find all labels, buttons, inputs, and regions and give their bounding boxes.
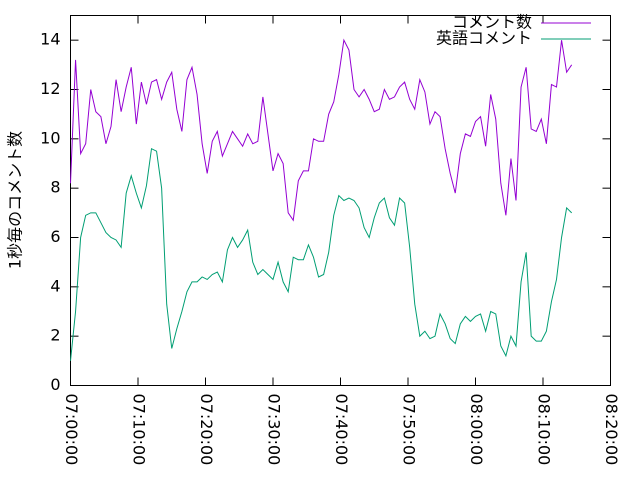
legend-label: 英語コメント xyxy=(436,29,532,48)
x-tick-label: 07:40:00 xyxy=(332,394,351,466)
x-tick-label: 07:20:00 xyxy=(197,394,216,466)
x-tick-label: 08:10:00 xyxy=(535,394,554,466)
y-tick-label: 0 xyxy=(50,375,60,394)
legend-label: コメント数 xyxy=(452,13,532,32)
series-line xyxy=(70,38,573,222)
x-tick-label: 08:20:00 xyxy=(602,394,621,466)
series-line xyxy=(70,147,573,361)
y-tick-label: 4 xyxy=(50,276,60,295)
x-tick-label: 07:10:00 xyxy=(130,394,149,466)
y-tick-label: 6 xyxy=(50,227,60,246)
x-tick-label: 07:50:00 xyxy=(400,394,419,466)
plot-border xyxy=(70,15,611,386)
y-axis-label: 1秒毎のコメント数 xyxy=(6,131,25,269)
x-tick-label: 07:00:00 xyxy=(62,394,81,466)
y-tick-label: 8 xyxy=(50,178,60,197)
y-tick-label: 2 xyxy=(50,326,60,345)
y-tick-label: 14 xyxy=(40,30,60,49)
y-tick-label: 10 xyxy=(40,128,60,147)
x-tick-label: 07:30:00 xyxy=(265,394,284,466)
x-tick-label: 08:00:00 xyxy=(467,394,486,466)
y-tick-label: 12 xyxy=(40,79,60,98)
